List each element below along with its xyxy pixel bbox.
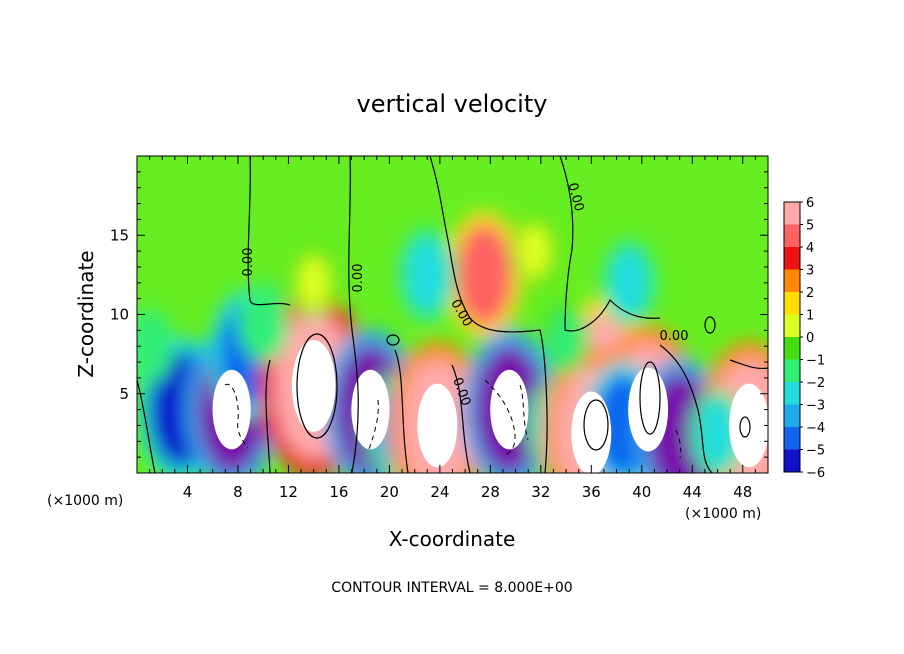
plot-area: 0.00 0.00 0.00 0.00 0.00 0.00 4 8 12 16 20 24… — [110, 155, 769, 501]
zero-contour-line — [265, 359, 271, 473]
colorbar-swatch — [784, 337, 800, 360]
colorbar-label: 6 — [806, 196, 814, 211]
dashed-contours — [224, 379, 682, 459]
contour-label: 0.00 — [241, 248, 256, 277]
contour-loop — [739, 416, 751, 438]
x-tick-label: 24 — [430, 483, 449, 501]
dashed-contour-line — [519, 384, 529, 441]
velocity-cores — [212, 339, 768, 473]
colorbar-label: −3 — [806, 399, 825, 414]
dashed-contour-line — [224, 383, 249, 449]
contour-label: 0.00 — [564, 181, 586, 213]
zero-contour-line — [429, 156, 548, 473]
colorbar-swatch — [784, 404, 800, 428]
colorbar-label: 5 — [806, 219, 814, 234]
y-tick-label: 5 — [119, 385, 129, 403]
contour-label: 0.00 — [660, 329, 689, 344]
zero-contour-line — [451, 364, 471, 473]
colorbar-label: −2 — [806, 376, 825, 391]
colorbar-label: 3 — [806, 264, 814, 279]
clipped-core — [628, 367, 669, 452]
x-tick-label: 40 — [632, 483, 651, 501]
clipped-core — [490, 369, 529, 450]
zero-contour-line — [247, 156, 291, 306]
contour-loop — [639, 361, 661, 435]
zero-contour-line — [137, 379, 156, 473]
contour-loop — [704, 316, 716, 334]
dashed-contour-line — [484, 379, 516, 456]
colorbar-label: 4 — [806, 241, 814, 256]
colorbar-label: 2 — [806, 286, 814, 301]
zero-contour-line — [394, 349, 409, 473]
colorbar-swatch — [784, 382, 800, 405]
y-tick-label: 15 — [110, 226, 129, 244]
clipped-core — [212, 369, 251, 450]
colorbar-swatch — [784, 224, 800, 248]
field-blob — [296, 254, 331, 312]
x-tick-label: 4 — [183, 483, 193, 501]
dashed-contour-line — [367, 399, 379, 453]
clipped-core — [729, 383, 768, 468]
clipped-core — [571, 391, 612, 473]
zero-contour-line — [729, 359, 768, 370]
colorbar-swatch — [784, 449, 800, 473]
x-axis-title: X-coordinate — [389, 527, 516, 551]
colorbar-swatch — [784, 202, 800, 225]
clipped-core — [291, 339, 336, 432]
x-tick-label: 32 — [531, 483, 550, 501]
field-blob — [697, 398, 738, 469]
colorbar-swatch — [784, 247, 800, 270]
clipped-core — [417, 383, 458, 468]
field-blob — [244, 290, 282, 355]
colorbar-label: −5 — [806, 444, 825, 459]
colorbar-swatch — [784, 427, 800, 450]
y-axis-ticks: 5 10 15 — [110, 171, 768, 458]
chart-title: vertical velocity — [357, 90, 548, 118]
contour-loop — [583, 399, 609, 451]
colorbar-swatch — [784, 269, 800, 293]
x-tick-label: 48 — [733, 483, 752, 501]
colorbar-swatch — [784, 359, 800, 383]
colorbar: 6 5 4 3 2 1 0 −1 −2 −3 −4 −5 −6 — [783, 196, 825, 481]
zero-contours — [137, 156, 768, 473]
x-unit-right: (×1000 m) — [685, 506, 761, 522]
contour-label: 0.00 — [351, 264, 366, 293]
zero-contour-line — [559, 156, 661, 332]
contour-loop — [386, 334, 400, 346]
x-tick-label: 16 — [329, 483, 348, 501]
contour-loop — [296, 333, 338, 439]
colorbar-swatch — [784, 314, 800, 338]
zero-contour-line — [348, 156, 359, 473]
field-blob — [405, 236, 450, 314]
field-blob — [455, 223, 513, 327]
colorbar-label: −1 — [806, 354, 825, 369]
contour-interval-note: CONTOUR INTERVAL = 8.000E+00 — [331, 580, 572, 596]
dashed-contour-line — [675, 429, 682, 459]
x-tick-label: 36 — [582, 483, 601, 501]
x-tick-label: 12 — [279, 483, 298, 501]
clipped-core — [351, 369, 390, 450]
y-axis-title: Z-coordinate — [74, 250, 98, 377]
x-tick-label: 28 — [481, 483, 500, 501]
contour-labels: 0.00 0.00 0.00 0.00 0.00 0.00 — [241, 181, 688, 408]
x-unit-left: (×1000 m) — [47, 493, 123, 509]
x-tick-label: 8 — [233, 483, 243, 501]
field-blob — [137, 316, 168, 376]
x-axis-ticks: 4 8 12 16 20 24 28 32 36 40 44 48 — [149, 156, 756, 501]
field-blob — [608, 247, 650, 318]
colorbar-swatch — [784, 292, 800, 315]
colorbar-label: 0 — [806, 331, 814, 346]
x-tick-label: 20 — [380, 483, 399, 501]
colorbar-label: 1 — [806, 309, 814, 324]
colorbar-label: −4 — [806, 421, 825, 436]
y-tick-label: 10 — [110, 306, 129, 324]
x-tick-label: 44 — [683, 483, 702, 501]
field-blob — [548, 309, 584, 367]
colorbar-label: −6 — [806, 466, 825, 481]
field-blob — [517, 222, 552, 280]
zero-contour-line — [659, 344, 713, 473]
